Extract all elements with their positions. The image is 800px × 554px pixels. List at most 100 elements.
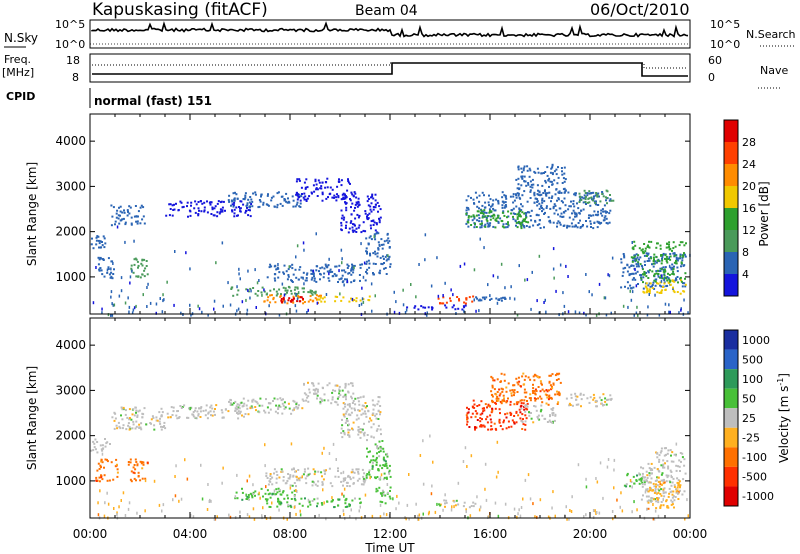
velocity-range-cell (647, 495, 650, 498)
velocity-range-cell (99, 489, 101, 493)
velocity-range-cell (116, 427, 119, 430)
velocity-range-cell (676, 477, 679, 480)
power-range-cell (341, 274, 344, 277)
velocity-range-cell (523, 378, 526, 381)
velocity-range-cell (340, 472, 343, 475)
velocity-range-cell (141, 467, 144, 470)
velocity-range-cell (619, 505, 621, 509)
power-range-cell (345, 206, 348, 209)
velocity-range-cell (598, 396, 601, 399)
power-range-cell (315, 183, 318, 186)
power-range-cell (146, 286, 148, 289)
power-range-cell (665, 258, 667, 261)
power-range-cell (505, 205, 508, 208)
power-range-cell (646, 253, 649, 256)
power-range-cell (648, 282, 651, 285)
power-range-cell (556, 199, 558, 202)
power-range-cell (101, 244, 104, 247)
power-colorbar-tick: 12 (742, 224, 756, 237)
power-range-cell (510, 212, 513, 215)
velocity-range-cell (333, 506, 336, 509)
power-range-cell (213, 299, 216, 303)
power-range-cell (288, 265, 290, 269)
velocity-range-cell (493, 379, 496, 382)
power-range-cell (492, 225, 495, 228)
power-range-cell (427, 306, 430, 309)
velocity-range-cell (134, 427, 137, 430)
power-range-cell (544, 298, 546, 302)
power-range-cell (299, 199, 302, 202)
velocity-range-cell (385, 453, 387, 456)
power-range-cell (676, 291, 679, 293)
power-range-cell (292, 273, 295, 276)
velocity-range-cell (325, 517, 327, 521)
velocity-range-cell (538, 376, 541, 379)
velocity-range-cell (309, 503, 312, 506)
power-range-cell (331, 270, 334, 273)
power-range-cell (343, 269, 346, 272)
power-range-cell (635, 263, 638, 266)
power-range-cell (379, 269, 382, 272)
power-range-cell (648, 259, 651, 262)
velocity-range-cell (331, 499, 334, 501)
power-range-cell (506, 216, 508, 219)
power-range-cell (188, 209, 191, 212)
velocity-range-cell (287, 504, 290, 507)
velocity-range-cell (344, 421, 347, 424)
velocity-range-cell (376, 428, 379, 431)
power-range-cell (640, 249, 643, 252)
power-range-cell (347, 265, 350, 267)
velocity-colorbar-tick: -500 (742, 471, 767, 484)
power-range-cell (221, 209, 224, 212)
power-range-cell (211, 208, 214, 211)
power-range-cell (305, 198, 308, 201)
velocity-range-cell (497, 470, 499, 474)
velocity-range-cell (237, 417, 240, 420)
power-range-cell (583, 194, 586, 197)
velocity-echo-region (520, 404, 557, 424)
power-range-cell (522, 167, 525, 170)
power-range-cell (470, 215, 473, 218)
velocity-range-cell (352, 482, 355, 485)
power-range-cell (297, 193, 300, 196)
velocity-range-cell (297, 406, 300, 409)
power-range-cell (377, 241, 380, 244)
power-range-cell (651, 263, 653, 266)
velocity-range-cell (271, 493, 274, 496)
velocity-range-cell (211, 407, 214, 410)
velocity-range-cell (248, 515, 251, 519)
power-range-cell (501, 204, 504, 207)
power-range-cell (476, 210, 479, 213)
velocity-range-cell (252, 483, 254, 487)
velocity-range-cell (163, 421, 166, 424)
power-range-cell (530, 219, 533, 222)
power-range-cell (663, 279, 666, 281)
velocity-range-cell (133, 414, 136, 417)
power-range-cell (662, 269, 665, 271)
velocity-range-cell (106, 491, 108, 495)
velocity-range-cell (524, 428, 527, 431)
power-range-cell (357, 226, 360, 229)
power-range-cell (215, 261, 217, 265)
velocity-range-cell (127, 424, 130, 427)
power-range-cell (130, 223, 133, 226)
power-range-cell (467, 208, 470, 211)
velocity-range-cell (267, 483, 270, 486)
power-range-cell (361, 263, 363, 266)
power-range-cell (584, 198, 587, 201)
velocity-range-cell (331, 485, 334, 488)
power-range-cell (644, 247, 647, 250)
power-range-cell (655, 246, 658, 249)
power-range-cell (110, 290, 113, 294)
power-range-cell (653, 279, 656, 282)
power-range-cell (349, 221, 352, 224)
power-range-cell (321, 193, 324, 196)
power-range-cell (213, 307, 215, 311)
velocity-range-cell (662, 482, 665, 485)
power-range-cell (562, 211, 565, 214)
velocity-range-cell (307, 467, 310, 470)
power-range-cell (414, 305, 417, 308)
power-range-cell (217, 200, 220, 203)
velocity-range-cell (670, 454, 672, 457)
